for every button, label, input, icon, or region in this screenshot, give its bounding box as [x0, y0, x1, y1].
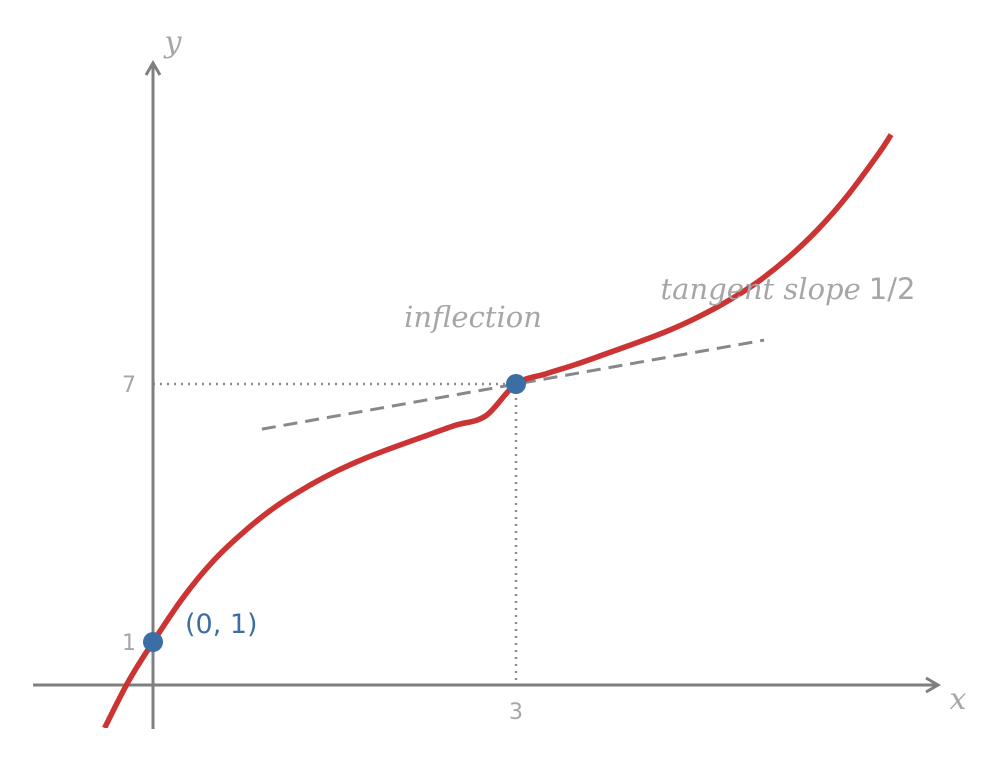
- x-tick-label-3: 3: [509, 700, 523, 725]
- y-axis-label: y: [163, 25, 183, 60]
- x-axis-label: x: [950, 682, 967, 717]
- tangent-slope-value: 1/2: [869, 272, 916, 306]
- point-y-intercept: [143, 632, 163, 652]
- y-tick-label-7: 7: [122, 373, 136, 398]
- tangent-slope-word: tangent slope: [661, 272, 861, 306]
- point-inflection: [506, 374, 526, 394]
- function-curve: [102, 133, 894, 728]
- point-y-intercept-label: (0, 1): [185, 609, 258, 640]
- x-axis-arrowhead: [925, 676, 941, 694]
- y-axis-arrowhead: [144, 60, 162, 76]
- tangent-slope-annotation: tangent slope 1/2: [661, 272, 916, 306]
- inflection-annotation: inflection: [404, 300, 542, 334]
- y-tick-label-1: 1: [122, 631, 136, 656]
